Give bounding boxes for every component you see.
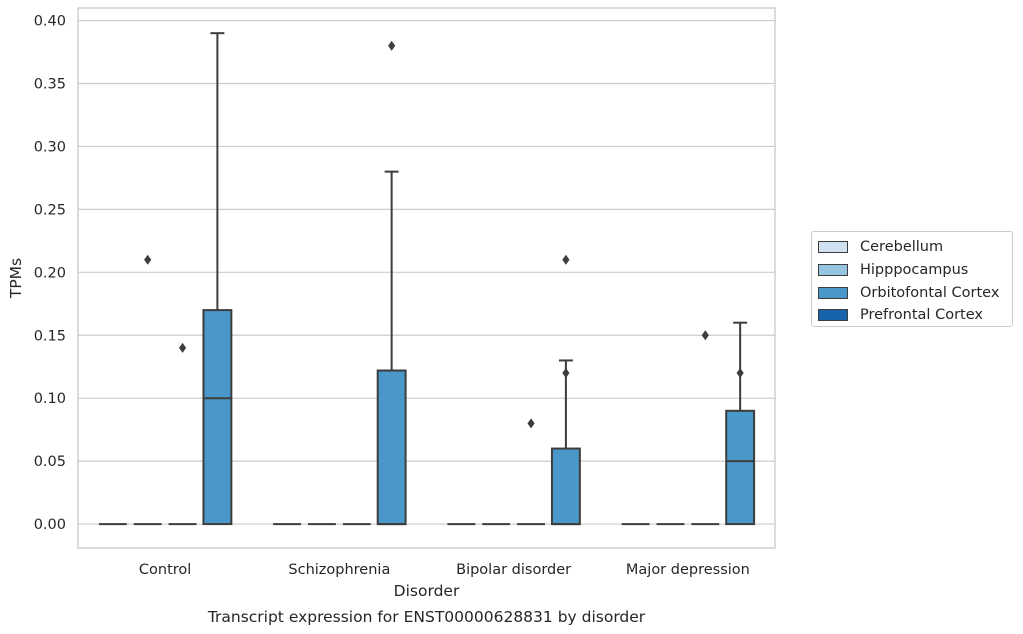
box-body [725, 409, 756, 526]
y-tick-label: 0.30 [34, 139, 66, 155]
chart-title: Transcript expression for ENST0000062883… [207, 608, 646, 626]
legend-swatch-prefrontal [818, 309, 848, 322]
outlier-point [562, 368, 570, 379]
x-axis-label: Disorder [394, 582, 460, 600]
y-tick-label: 0.20 [34, 265, 66, 281]
legend-item-cerebellum: Cerebellum [818, 236, 1012, 259]
box-2-0 [168, 342, 197, 526]
legend-swatch-cerebellum [818, 241, 848, 254]
legend-item-orbitofrontal: Orbitofontal Cortex [818, 281, 1012, 304]
legend-item-prefrontal: Prefrontal Cortex [818, 304, 1012, 327]
y-axis-label: TPMs [7, 258, 25, 299]
box-body [550, 447, 581, 526]
box-3-3 [725, 321, 756, 526]
plot-frame [77, 7, 776, 549]
outlier-point [562, 254, 570, 265]
y-tick-label: 0.10 [34, 391, 66, 407]
outlier-point [388, 40, 396, 51]
y-tick-label: 0.25 [34, 202, 66, 218]
y-tick-label: 0.15 [34, 328, 66, 344]
box-3-0 [202, 32, 233, 526]
legend-swatch-hippocampus [818, 264, 848, 277]
y-tick-label: 0.35 [34, 77, 66, 93]
box-3-1 [376, 40, 407, 526]
outlier-point [178, 342, 187, 353]
x-tick-label: Bipolar disorder [456, 562, 571, 578]
legend-label-hippocampus: Hipppocampus [860, 262, 969, 279]
outlier-point [736, 368, 744, 379]
y-tick-label: 0.00 [34, 517, 66, 533]
y-tick-label: 0.40 [34, 14, 66, 30]
box-2-3 [691, 330, 720, 526]
legend-label-prefrontal: Prefrontal Cortex [860, 307, 983, 324]
y-tick-label: 0.05 [34, 454, 66, 470]
box-body [376, 369, 407, 526]
box-3-2 [550, 254, 581, 526]
x-tick-label: Control [139, 562, 191, 578]
legend-swatch-orbitofrontal [818, 286, 848, 299]
box-1-0 [133, 254, 162, 526]
x-tick-label: Major depression [626, 562, 750, 578]
outlier-point [527, 418, 535, 429]
outlier-point [701, 330, 709, 341]
legend: Cerebellum Hipppocampus Orbitofontal Cor… [811, 231, 1013, 327]
box-2-2 [517, 418, 545, 526]
legend-label-cerebellum: Cerebellum [860, 239, 944, 256]
legend-item-hippocampus: Hipppocampus [818, 259, 1012, 282]
legend-label-orbitofrontal: Orbitofontal Cortex [860, 284, 1000, 301]
box-body [202, 309, 233, 526]
outlier-point [144, 254, 152, 265]
x-tick-label: Schizophrenia [288, 562, 390, 578]
